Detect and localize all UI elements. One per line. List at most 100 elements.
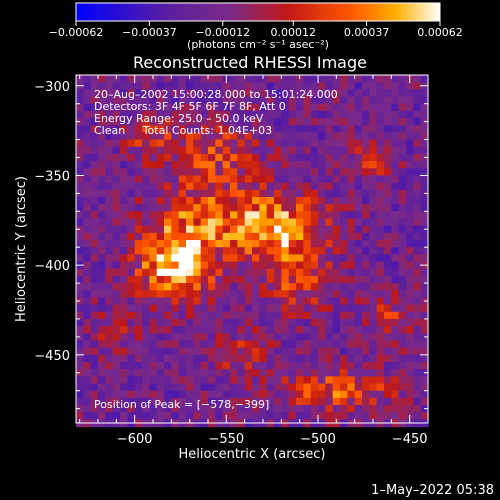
image-pixel xyxy=(332,383,341,392)
image-pixel xyxy=(237,161,246,169)
image-pixel xyxy=(222,146,231,155)
colorbar-tick-label: 0.00037 xyxy=(344,26,390,39)
image-pixel xyxy=(296,161,304,169)
image-pixel xyxy=(112,218,121,227)
image-pixel xyxy=(105,333,114,342)
image-pixel xyxy=(384,125,392,134)
image-pixel xyxy=(398,218,407,227)
image-pixel xyxy=(303,390,312,399)
image-pixel xyxy=(83,196,92,205)
image-pixel xyxy=(98,146,106,155)
image-pixel xyxy=(127,376,136,385)
image-pixel xyxy=(127,383,136,392)
image-pixel xyxy=(354,240,363,248)
image-pixel xyxy=(266,118,275,126)
image-pixel xyxy=(244,405,253,413)
image-pixel xyxy=(105,218,114,227)
image-pixel xyxy=(230,218,238,227)
image-pixel xyxy=(237,189,246,198)
image-pixel xyxy=(362,254,370,263)
image-pixel xyxy=(420,383,429,392)
image-pixel xyxy=(274,376,282,385)
image-pixel xyxy=(325,297,334,306)
image-pixel xyxy=(318,275,326,284)
image-pixel xyxy=(376,405,385,413)
image-pixel xyxy=(215,304,224,313)
image-pixel xyxy=(215,82,224,90)
image-pixel xyxy=(384,232,392,241)
image-pixel xyxy=(362,75,370,83)
image-pixel xyxy=(105,311,114,320)
image-pixel xyxy=(398,96,407,105)
image-pixel xyxy=(413,139,422,148)
image-pixel xyxy=(354,103,363,112)
image-pixel xyxy=(171,261,180,270)
image-pixel xyxy=(288,125,297,134)
image-pixel xyxy=(406,397,414,406)
image-pixel xyxy=(296,297,304,306)
image-pixel xyxy=(376,254,385,263)
image-pixel xyxy=(178,397,187,406)
image-pixel xyxy=(171,405,180,413)
image-pixel xyxy=(90,204,99,212)
image-pixel xyxy=(310,412,319,421)
image-pixel xyxy=(244,110,253,119)
image-pixel xyxy=(90,89,99,98)
image-pixel xyxy=(406,211,414,220)
image-pixel xyxy=(332,189,341,198)
image-pixel xyxy=(149,175,158,184)
image-pixel xyxy=(384,297,392,306)
image-pixel xyxy=(200,232,209,241)
image-pixel xyxy=(288,132,297,141)
image-pixel xyxy=(127,326,136,334)
image-pixel xyxy=(83,125,92,134)
image-pixel xyxy=(142,161,150,169)
image-pixel xyxy=(98,96,106,105)
image-pixel xyxy=(156,290,165,299)
image-pixel xyxy=(186,139,194,148)
image-pixel xyxy=(398,347,407,356)
image-pixel xyxy=(406,240,414,248)
image-pixel xyxy=(244,354,253,363)
image-pixel xyxy=(215,297,224,306)
image-pixel xyxy=(384,397,392,406)
image-pixel xyxy=(230,390,238,399)
image-pixel xyxy=(398,196,407,205)
image-pixel xyxy=(244,362,253,370)
image-pixel xyxy=(98,268,106,277)
image-pixel xyxy=(112,211,121,220)
image-pixel xyxy=(134,290,143,299)
y-tick-label: −300 xyxy=(34,80,70,95)
image-pixel xyxy=(90,340,99,349)
image-pixel xyxy=(376,103,385,112)
image-pixel xyxy=(413,340,422,349)
image-pixel xyxy=(266,204,275,212)
image-pixel xyxy=(376,232,385,241)
image-pixel xyxy=(142,369,150,377)
chart-title: Reconstructed RHESSI Image xyxy=(133,53,367,72)
image-pixel xyxy=(318,369,326,377)
image-pixel xyxy=(98,75,106,83)
image-pixel xyxy=(98,175,106,184)
image-pixel xyxy=(171,132,180,141)
image-pixel xyxy=(266,175,275,184)
image-pixel xyxy=(391,232,400,241)
image-pixel xyxy=(340,383,348,392)
image-pixel xyxy=(362,369,370,377)
image-pixel xyxy=(156,240,165,248)
image-pixel xyxy=(142,297,150,306)
image-pixel xyxy=(362,347,370,356)
image-pixel xyxy=(318,383,326,392)
image-pixel xyxy=(171,283,180,291)
image-pixel xyxy=(340,405,348,413)
image-pixel xyxy=(318,211,326,220)
image-pixel xyxy=(259,347,268,356)
image-pixel xyxy=(398,362,407,370)
image-pixel xyxy=(98,161,106,169)
image-pixel xyxy=(303,283,312,291)
image-pixel xyxy=(296,211,304,220)
image-pixel xyxy=(142,89,150,98)
image-pixel xyxy=(237,412,246,421)
image-pixel xyxy=(244,182,253,191)
image-pixel xyxy=(98,132,106,141)
